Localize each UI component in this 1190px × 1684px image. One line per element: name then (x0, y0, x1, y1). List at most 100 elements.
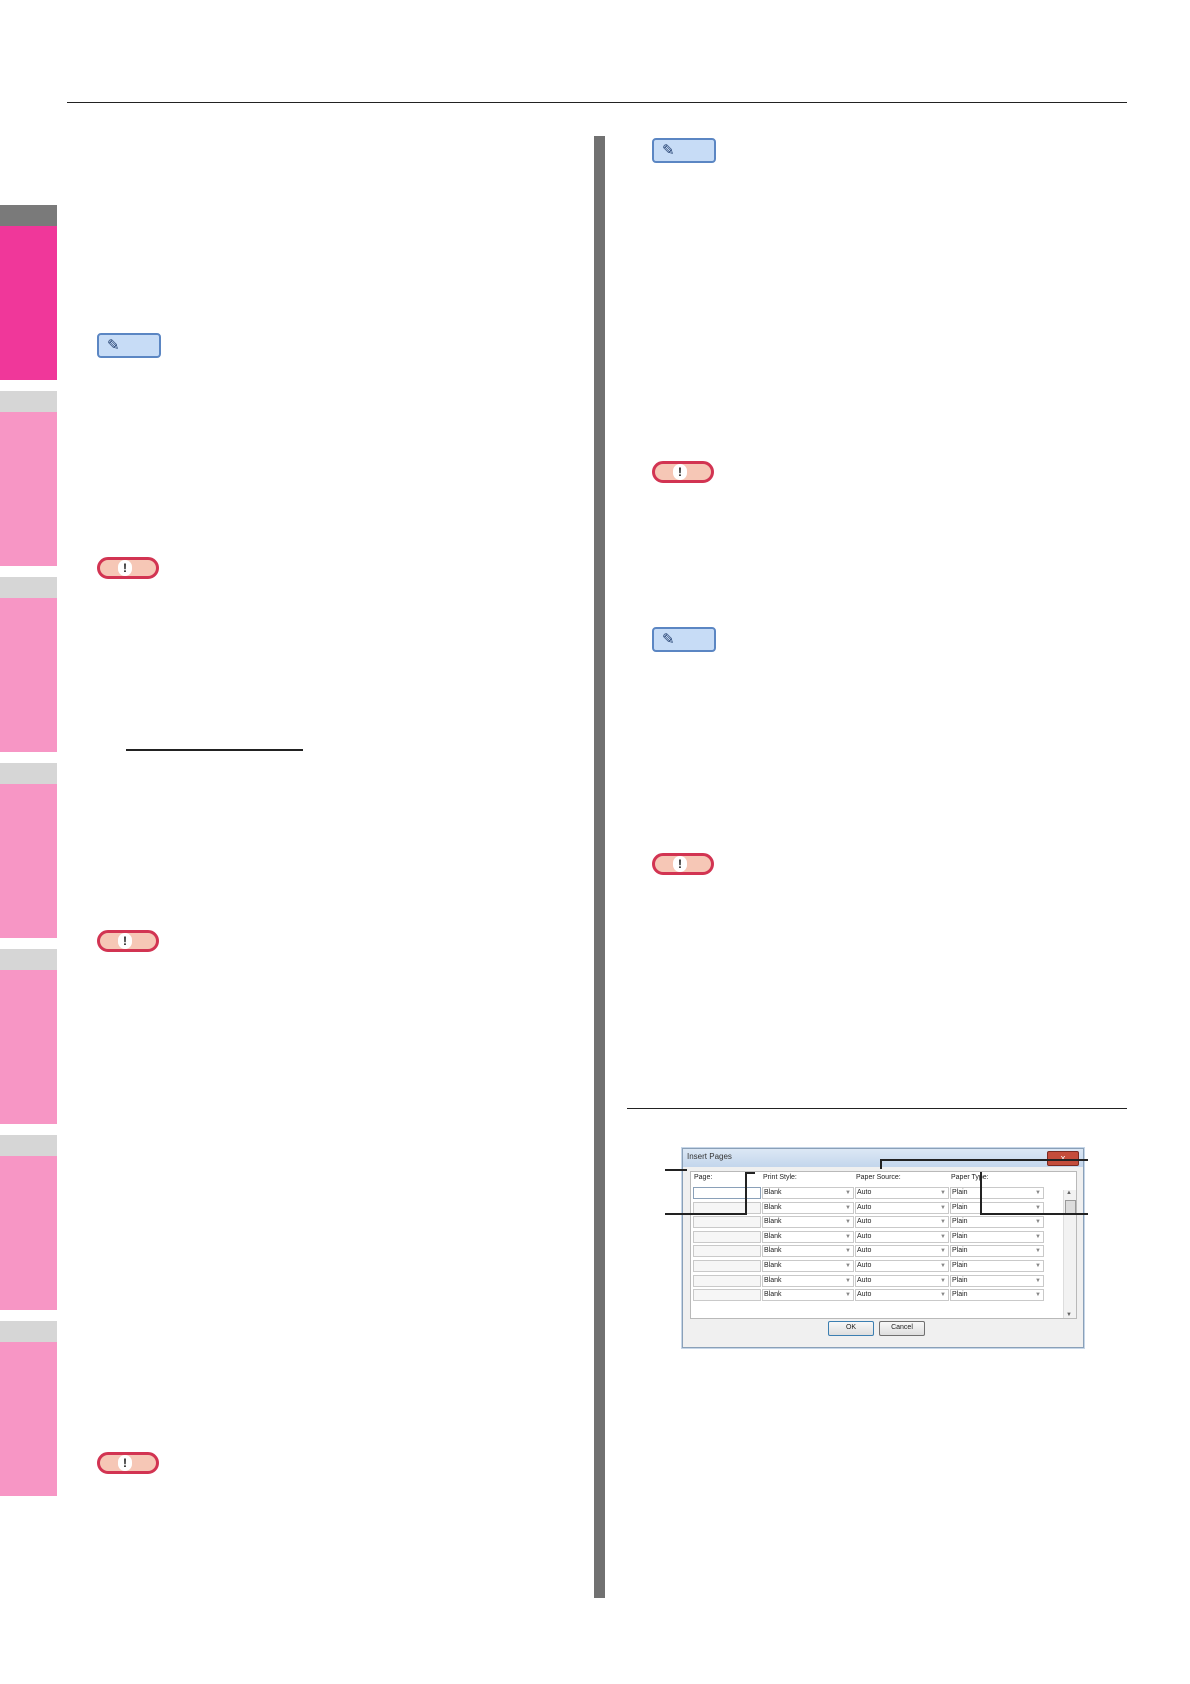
paper-source-select[interactable]: Auto ▼ (855, 1216, 949, 1229)
chevron-down-icon[interactable]: ▼ (1035, 1233, 1041, 1240)
paper-type-select[interactable]: Plain ▼ (950, 1230, 1044, 1243)
print-style-select[interactable]: Blank ▼ (762, 1260, 854, 1272)
chapter-tab-3[interactable] (0, 577, 57, 752)
paper-source-select[interactable]: Auto ▼ (855, 1245, 949, 1258)
close-button[interactable]: x (1047, 1151, 1079, 1166)
chapter-tab-7[interactable] (0, 1321, 57, 1496)
paper-type-select[interactable]: Plain ▼ (950, 1274, 1044, 1287)
grid-scrollbar[interactable]: ▲ ▼ (1063, 1190, 1076, 1318)
print-style-select-value: Blank (764, 1189, 782, 1196)
chevron-down-icon[interactable]: ▼ (940, 1204, 946, 1211)
scroll-down-icon[interactable]: ▼ (1066, 1312, 1072, 1318)
table-row: Blank ▼ Auto ▼ Plain ▼ (691, 1230, 1061, 1244)
table-row: Blank ▼ Auto ▼ Plain ▼ (691, 1244, 1061, 1258)
paper-type-select-value: Plain (952, 1218, 968, 1226)
scroll-up-icon[interactable]: ▲ (1066, 1190, 1072, 1196)
print-style-select[interactable]: Blank ▼ (762, 1230, 854, 1243)
paper-type-select[interactable]: Plain ▼ (950, 1201, 1044, 1214)
table-row: Blank ▼ Auto ▼ Plain ▼ (691, 1201, 1061, 1215)
print-style-select[interactable]: Blank ▼ (762, 1187, 854, 1199)
cancel-button[interactable]: Cancel (879, 1321, 925, 1336)
dialog-titlebar: Insert Pages x (683, 1149, 1083, 1167)
page-field[interactable] (693, 1274, 761, 1287)
print-style-select[interactable]: Blank ▼ (762, 1245, 854, 1258)
chevron-down-icon[interactable]: ▼ (940, 1233, 946, 1240)
print-style-select[interactable]: Blank ▼ (762, 1274, 854, 1287)
chevron-down-icon[interactable]: ▼ (1035, 1204, 1041, 1211)
print-style-select[interactable]: Blank ▼ (762, 1289, 854, 1302)
chevron-down-icon[interactable]: ▼ (845, 1219, 851, 1226)
paper-source-select[interactable]: Auto ▼ (855, 1274, 949, 1287)
callout-line-paper-source (880, 1159, 1088, 1161)
memo-badge: ✎ (652, 627, 716, 652)
chevron-down-icon[interactable]: ▼ (940, 1277, 946, 1284)
chapter-tab-6[interactable] (0, 1135, 57, 1310)
scroll-thumb[interactable] (1065, 1200, 1076, 1214)
ok-button[interactable]: OK (828, 1321, 874, 1336)
chevron-down-icon[interactable]: ▼ (845, 1292, 851, 1299)
paper-type-select[interactable]: Plain ▼ (950, 1187, 1044, 1199)
paper-type-select-value: Plain (952, 1247, 968, 1255)
print-style-select[interactable]: Blank ▼ (762, 1216, 854, 1229)
chapter-tab-4[interactable] (0, 763, 57, 938)
page-field[interactable] (693, 1216, 761, 1229)
print-style-select-value: Blank (764, 1276, 782, 1284)
chevron-down-icon[interactable]: ▼ (845, 1263, 851, 1269)
paper-source-select[interactable]: Auto ▼ (855, 1289, 949, 1302)
chevron-down-icon[interactable]: ▼ (845, 1190, 851, 1196)
page-field[interactable] (693, 1187, 761, 1199)
table-row: Blank ▼ Auto ▼ Plain ▼ (691, 1215, 1061, 1229)
note-badge: ! (652, 461, 714, 483)
note-badge: ! (97, 557, 159, 579)
chevron-down-icon[interactable]: ▼ (940, 1292, 946, 1299)
memo-badge: ✎ (652, 138, 716, 163)
print-style-select-value: Blank (764, 1232, 782, 1240)
chevron-down-icon[interactable]: ▼ (1035, 1277, 1041, 1284)
chevron-down-icon[interactable]: ▼ (940, 1263, 946, 1269)
paper-source-select[interactable]: Auto ▼ (855, 1230, 949, 1243)
paper-type-select[interactable]: Plain ▼ (950, 1289, 1044, 1302)
exclamation-icon: ! (673, 464, 687, 480)
chapter-tab-5[interactable] (0, 949, 57, 1124)
callout-line-paper-type-vertical (980, 1172, 982, 1215)
print-style-select[interactable]: Blank ▼ (762, 1201, 854, 1214)
chevron-down-icon[interactable]: ▼ (845, 1277, 851, 1284)
exclamation-icon: ! (118, 560, 132, 576)
chapter-tab-2[interactable] (0, 391, 57, 566)
paper-type-select[interactable]: Plain ▼ (950, 1260, 1044, 1272)
chevron-down-icon[interactable]: ▼ (1035, 1248, 1041, 1255)
page-field[interactable] (693, 1245, 761, 1258)
chevron-down-icon[interactable]: ▼ (1035, 1219, 1041, 1226)
section-rule (627, 1108, 1127, 1109)
paper-source-select[interactable]: Auto ▼ (855, 1187, 949, 1199)
chevron-down-icon[interactable]: ▼ (1035, 1190, 1041, 1196)
print-style-column-header: Print Style: (763, 1174, 797, 1181)
paper-type-select-value: Plain (952, 1203, 968, 1211)
chevron-down-icon[interactable]: ▼ (940, 1190, 946, 1196)
paper-source-select[interactable]: Auto ▼ (855, 1201, 949, 1214)
page-field[interactable] (693, 1230, 761, 1243)
chapter-tab-1[interactable] (0, 205, 57, 380)
note-badge: ! (97, 930, 159, 952)
chevron-down-icon[interactable]: ▼ (845, 1204, 851, 1211)
paper-type-select[interactable]: Plain ▼ (950, 1216, 1044, 1229)
print-style-select-value: Blank (764, 1291, 782, 1299)
paper-type-select[interactable]: Plain ▼ (950, 1245, 1044, 1258)
paper-source-select[interactable]: Auto ▼ (855, 1260, 949, 1272)
pencil-icon: ✎ (662, 631, 675, 648)
chevron-down-icon[interactable]: ▼ (1035, 1263, 1041, 1269)
chevron-down-icon[interactable]: ▼ (940, 1248, 946, 1255)
paper-source-select-value: Auto (857, 1232, 872, 1240)
page-field[interactable] (693, 1201, 761, 1214)
callout-line-page (665, 1169, 687, 1171)
chevron-down-icon[interactable]: ▼ (940, 1219, 946, 1226)
page-field[interactable] (693, 1260, 761, 1272)
underline-rule (126, 749, 303, 751)
paper-type-select-value: Plain (952, 1291, 968, 1299)
chevron-down-icon[interactable]: ▼ (1035, 1292, 1041, 1299)
paper-source-select-value: Auto (857, 1291, 872, 1299)
chevron-down-icon[interactable]: ▼ (845, 1233, 851, 1240)
page-field[interactable] (693, 1289, 761, 1302)
chevron-down-icon[interactable]: ▼ (845, 1248, 851, 1255)
pencil-icon: ✎ (107, 337, 120, 354)
